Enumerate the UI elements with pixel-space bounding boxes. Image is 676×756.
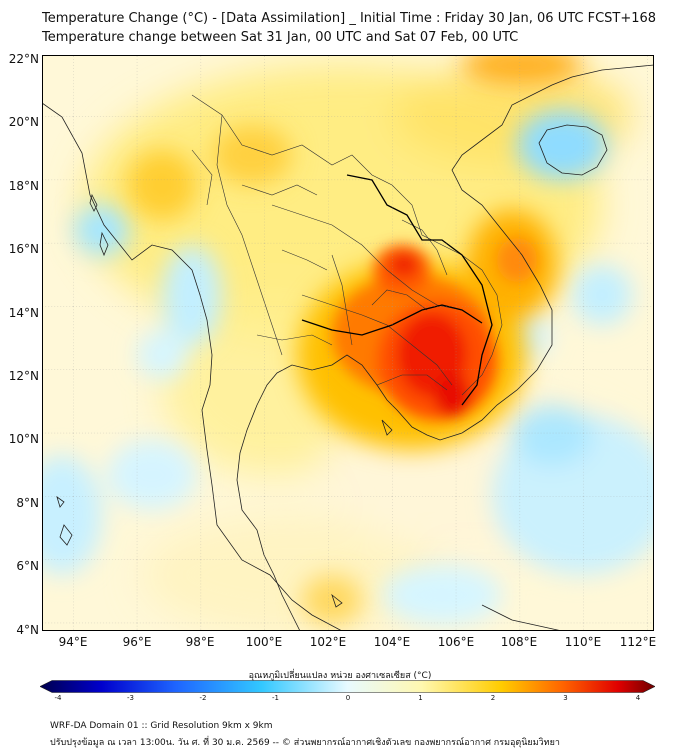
map-canvas <box>42 55 654 631</box>
colorbar <box>40 680 655 693</box>
lon-label-112e: 112°E <box>619 635 657 649</box>
colorbar-tick-label: -4 <box>54 694 62 702</box>
colorbar-tick-label: 0 <box>345 694 351 702</box>
lat-label-12n: 12°N <box>8 369 39 383</box>
lon-label-98e: 98°E <box>185 635 215 649</box>
lat-label-16n: 16°N <box>8 242 39 256</box>
colorbar-tick-label: 1 <box>418 694 423 702</box>
colorbar-tick-label: -2 <box>199 694 207 702</box>
lat-label-14n: 14°N <box>8 306 39 320</box>
lon-label-104e: 104°E <box>373 635 411 649</box>
lat-label-10n: 10°N <box>8 432 39 446</box>
colorbar-bar <box>40 680 655 693</box>
lon-label-108e: 108°E <box>500 635 538 649</box>
colorbar-title: อุณหภูมิเปลี่ยนแปลง หน่วย องศาเซลเซียส (… <box>248 671 432 681</box>
lon-label-110e: 110°E <box>564 635 602 649</box>
temperature-change-map <box>42 55 654 631</box>
lon-label-94e: 94°E <box>58 635 88 649</box>
lon-label-96e: 96°E <box>122 635 152 649</box>
lat-label-22n: 22°N <box>8 52 39 66</box>
lat-label-4n: 4°N <box>16 623 39 637</box>
lat-label-8n: 8°N <box>16 496 39 510</box>
lon-label-106e: 106°E <box>437 635 475 649</box>
chart-title-line1: Temperature Change (°C) - [Data Assimila… <box>42 11 657 26</box>
colorbar-tick-label: 2 <box>490 694 496 702</box>
colorbar-tick-label: 4 <box>635 694 641 702</box>
colorbar-tick-label: -3 <box>127 694 134 702</box>
colorbar-tick-label: 3 <box>563 694 568 702</box>
graticule <box>42 55 654 631</box>
lat-label-6n: 6°N <box>16 559 39 573</box>
lon-label-100e: 100°E <box>245 635 283 649</box>
footer-model-info: WRF-DA Domain 01 :: Grid Resolution 9km … <box>50 721 273 731</box>
footer-copyright: ปรับปรุงข้อมูล ณ เวลา 13:00น. วัน ศ. ที่… <box>50 738 560 748</box>
colorbar-tick-label: -1 <box>272 694 279 702</box>
chart-title-line2: Temperature change between Sat 31 Jan, 0… <box>42 30 519 45</box>
lon-label-102e: 102°E <box>309 635 347 649</box>
map-frame <box>42 55 654 631</box>
lat-label-20n: 20°N <box>8 115 39 129</box>
lat-label-18n: 18°N <box>8 179 39 193</box>
